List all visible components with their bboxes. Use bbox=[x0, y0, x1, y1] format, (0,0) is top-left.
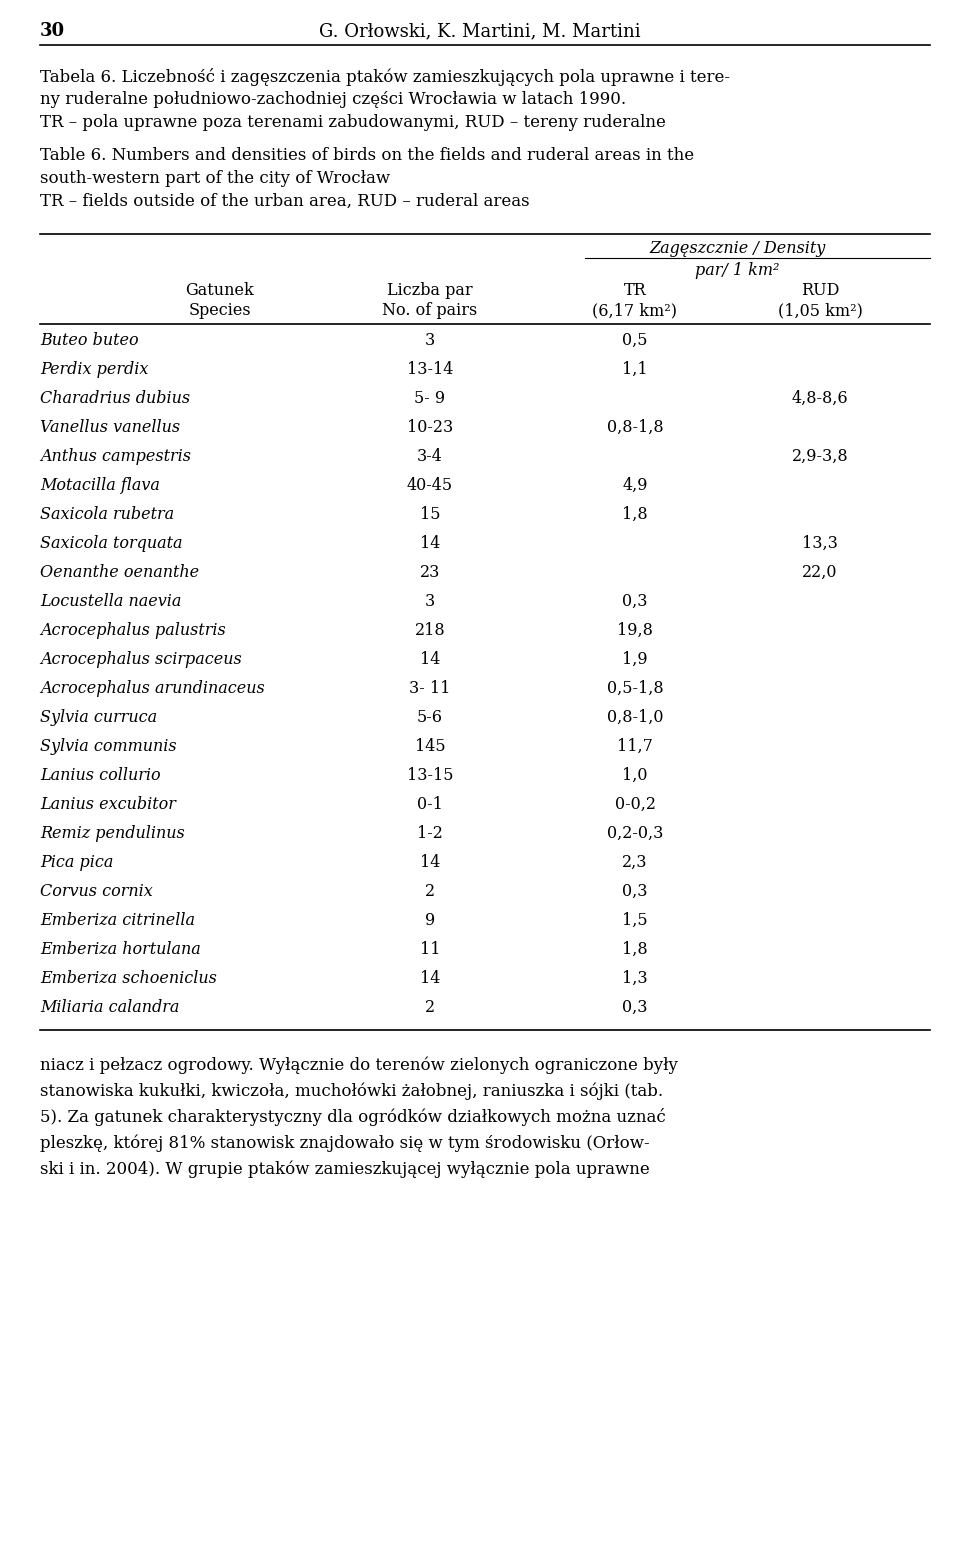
Text: 1,9: 1,9 bbox=[622, 650, 648, 668]
Text: Anthus campestris: Anthus campestris bbox=[40, 448, 191, 465]
Text: stanowiska kukułki, kwiczoła, muchołówki żałobnej, raniuszka i sójki (tab.: stanowiska kukułki, kwiczoła, muchołówki… bbox=[40, 1081, 663, 1100]
Text: Saxicola torquata: Saxicola torquata bbox=[40, 535, 182, 552]
Text: Zagęszcznie / Density: Zagęszcznie / Density bbox=[649, 240, 826, 257]
Text: Motacilla flava: Motacilla flava bbox=[40, 478, 160, 493]
Text: Sylvia curruca: Sylvia curruca bbox=[40, 710, 157, 727]
Text: Pica pica: Pica pica bbox=[40, 854, 113, 871]
Text: 218: 218 bbox=[415, 622, 445, 640]
Text: 15: 15 bbox=[420, 506, 441, 523]
Text: 22,0: 22,0 bbox=[803, 563, 838, 580]
Text: Acrocephalus scirpaceus: Acrocephalus scirpaceus bbox=[40, 650, 242, 668]
Text: 1-2: 1-2 bbox=[417, 825, 443, 842]
Text: Sylvia communis: Sylvia communis bbox=[40, 738, 177, 755]
Text: (1,05 km²): (1,05 km²) bbox=[778, 302, 862, 319]
Text: Acrocephalus palustris: Acrocephalus palustris bbox=[40, 622, 226, 640]
Text: 0,5-1,8: 0,5-1,8 bbox=[607, 680, 663, 697]
Text: Buteo buteo: Buteo buteo bbox=[40, 331, 138, 349]
Text: Emberiza schoeniclus: Emberiza schoeniclus bbox=[40, 969, 217, 987]
Text: Table 6. Numbers and densities of birds on the fields and ruderal areas in the: Table 6. Numbers and densities of birds … bbox=[40, 146, 694, 163]
Text: Emberiza hortulana: Emberiza hortulana bbox=[40, 941, 201, 958]
Text: 11: 11 bbox=[420, 941, 441, 958]
Text: 10-23: 10-23 bbox=[407, 419, 453, 436]
Text: 3: 3 bbox=[425, 593, 435, 610]
Text: 2,3: 2,3 bbox=[622, 854, 648, 871]
Text: Gatunek: Gatunek bbox=[185, 282, 254, 299]
Text: Acrocephalus arundinaceus: Acrocephalus arundinaceus bbox=[40, 680, 265, 697]
Text: 13-14: 13-14 bbox=[407, 361, 453, 378]
Text: 1,5: 1,5 bbox=[622, 912, 648, 929]
Text: 14: 14 bbox=[420, 650, 441, 668]
Text: 30: 30 bbox=[40, 22, 65, 40]
Text: 2: 2 bbox=[425, 999, 435, 1016]
Text: TR – fields outside of the urban area, RUD – ruderal areas: TR – fields outside of the urban area, R… bbox=[40, 193, 530, 210]
Text: 0,8-1,0: 0,8-1,0 bbox=[607, 710, 663, 727]
Text: 13,3: 13,3 bbox=[802, 535, 838, 552]
Text: 4,8-8,6: 4,8-8,6 bbox=[792, 391, 849, 408]
Text: 11,7: 11,7 bbox=[617, 738, 653, 755]
Text: (6,17 km²): (6,17 km²) bbox=[592, 302, 678, 319]
Text: 5). Za gatunek charakterystyczny dla ogródków działkowych można uznać: 5). Za gatunek charakterystyczny dla ogr… bbox=[40, 1108, 665, 1127]
Text: Miliaria calandra: Miliaria calandra bbox=[40, 999, 180, 1016]
Text: Vanellus vanellus: Vanellus vanellus bbox=[40, 419, 180, 436]
Text: RUD: RUD bbox=[801, 282, 839, 299]
Text: 5-6: 5-6 bbox=[417, 710, 443, 727]
Text: 0,5: 0,5 bbox=[622, 331, 648, 349]
Text: ski i in. 2004). W grupie ptaków zamieszkującej wyłącznie pola uprawne: ski i in. 2004). W grupie ptaków zamiesz… bbox=[40, 1161, 650, 1178]
Text: ny ruderalne południowo-zachodniej części Wrocławia w latach 1990.: ny ruderalne południowo-zachodniej częśc… bbox=[40, 90, 626, 107]
Text: Liczba par: Liczba par bbox=[387, 282, 473, 299]
Text: 0-0,2: 0-0,2 bbox=[614, 797, 656, 812]
Text: 4,9: 4,9 bbox=[622, 478, 648, 493]
Text: 19,8: 19,8 bbox=[617, 622, 653, 640]
Text: Saxicola rubetra: Saxicola rubetra bbox=[40, 506, 174, 523]
Text: Locustella naevia: Locustella naevia bbox=[40, 593, 181, 610]
Text: niacz i pełzacz ogrodowy. Wyłącznie do terenów zielonych ograniczone były: niacz i pełzacz ogrodowy. Wyłącznie do t… bbox=[40, 1057, 678, 1074]
Text: 0,3: 0,3 bbox=[622, 593, 648, 610]
Text: Corvus cornix: Corvus cornix bbox=[40, 882, 153, 899]
Text: TR – pola uprawne poza terenami zabudowanymi, RUD – tereny ruderalne: TR – pola uprawne poza terenami zabudowa… bbox=[40, 114, 666, 131]
Text: 3: 3 bbox=[425, 331, 435, 349]
Text: 1,8: 1,8 bbox=[622, 941, 648, 958]
Text: 14: 14 bbox=[420, 854, 441, 871]
Text: 14: 14 bbox=[420, 535, 441, 552]
Text: 145: 145 bbox=[415, 738, 445, 755]
Text: Remiz pendulinus: Remiz pendulinus bbox=[40, 825, 184, 842]
Text: Emberiza citrinella: Emberiza citrinella bbox=[40, 912, 195, 929]
Text: No. of pairs: No. of pairs bbox=[382, 302, 478, 319]
Text: G. Orłowski, K. Martini, M. Martini: G. Orłowski, K. Martini, M. Martini bbox=[319, 22, 641, 40]
Text: Lanius excubitor: Lanius excubitor bbox=[40, 797, 176, 812]
Text: Lanius collurio: Lanius collurio bbox=[40, 767, 160, 784]
Text: par/ 1 km²: par/ 1 km² bbox=[695, 261, 780, 279]
Text: 1,0: 1,0 bbox=[622, 767, 648, 784]
Text: 5- 9: 5- 9 bbox=[415, 391, 445, 408]
Text: Oenanthe oenanthe: Oenanthe oenanthe bbox=[40, 563, 199, 580]
Text: 0,2-0,3: 0,2-0,3 bbox=[607, 825, 663, 842]
Text: 0-1: 0-1 bbox=[417, 797, 443, 812]
Text: TR: TR bbox=[624, 282, 646, 299]
Text: 0,8-1,8: 0,8-1,8 bbox=[607, 419, 663, 436]
Text: 1,8: 1,8 bbox=[622, 506, 648, 523]
Text: Tabela 6. Liczebność i zagęszczenia ptaków zamieszkujących pola uprawne i tere-: Tabela 6. Liczebność i zagęszczenia ptak… bbox=[40, 68, 730, 86]
Text: 0,3: 0,3 bbox=[622, 882, 648, 899]
Text: 1,1: 1,1 bbox=[622, 361, 648, 378]
Text: 3-4: 3-4 bbox=[417, 448, 443, 465]
Text: 9: 9 bbox=[425, 912, 435, 929]
Text: 40-45: 40-45 bbox=[407, 478, 453, 493]
Text: 13-15: 13-15 bbox=[407, 767, 453, 784]
Text: 23: 23 bbox=[420, 563, 441, 580]
Text: Species: Species bbox=[189, 302, 252, 319]
Text: pleszkę, której 81% stanowisk znajdowało się w tym środowisku (Orłow-: pleszkę, której 81% stanowisk znajdowało… bbox=[40, 1134, 650, 1151]
Text: 1,3: 1,3 bbox=[622, 969, 648, 987]
Text: 14: 14 bbox=[420, 969, 441, 987]
Text: 2: 2 bbox=[425, 882, 435, 899]
Text: 3- 11: 3- 11 bbox=[409, 680, 450, 697]
Text: Perdix perdix: Perdix perdix bbox=[40, 361, 149, 378]
Text: 0,3: 0,3 bbox=[622, 999, 648, 1016]
Text: south-western part of the city of Wrocław: south-western part of the city of Wrocła… bbox=[40, 170, 390, 187]
Text: 2,9-3,8: 2,9-3,8 bbox=[792, 448, 849, 465]
Text: Charadrius dubius: Charadrius dubius bbox=[40, 391, 190, 408]
